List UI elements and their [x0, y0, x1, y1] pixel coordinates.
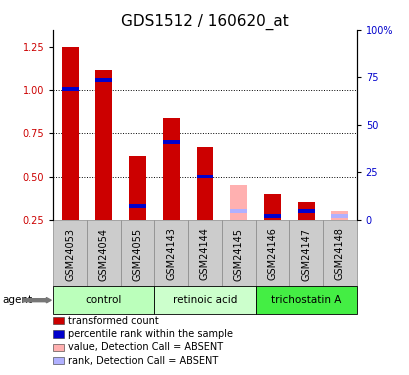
Bar: [53, 220, 87, 286]
Text: GSM24053: GSM24053: [65, 228, 75, 280]
Text: GSM24146: GSM24146: [267, 228, 277, 280]
Text: GSM24144: GSM24144: [200, 228, 209, 280]
Bar: [221, 220, 255, 286]
Bar: [129, 156, 146, 220]
Bar: [188, 220, 221, 286]
Text: agent: agent: [2, 295, 32, 305]
Text: GSM24148: GSM24148: [334, 228, 344, 280]
Bar: [53, 286, 154, 314]
Text: GSM24147: GSM24147: [300, 228, 310, 280]
Bar: [330, 211, 347, 220]
Bar: [230, 209, 247, 213]
Bar: [162, 118, 179, 220]
Bar: [255, 286, 356, 314]
Text: GSM24054: GSM24054: [99, 228, 109, 280]
Text: GSM24055: GSM24055: [132, 228, 142, 281]
Bar: [297, 209, 314, 213]
Bar: [162, 140, 179, 144]
Bar: [263, 214, 280, 218]
Text: control: control: [85, 295, 122, 305]
Bar: [255, 220, 289, 286]
Bar: [53, 357, 64, 364]
Bar: [87, 220, 120, 286]
Title: GDS1512 / 160620_at: GDS1512 / 160620_at: [121, 14, 288, 30]
Text: value, Detection Call = ABSENT: value, Detection Call = ABSENT: [68, 342, 223, 352]
Text: percentile rank within the sample: percentile rank within the sample: [68, 329, 233, 339]
Bar: [196, 175, 213, 178]
Bar: [62, 47, 79, 220]
Bar: [53, 317, 64, 324]
Bar: [95, 78, 112, 82]
Bar: [120, 220, 154, 286]
Bar: [53, 330, 64, 338]
Bar: [154, 286, 255, 314]
Text: GSM24143: GSM24143: [166, 228, 176, 280]
Text: rank, Detection Call = ABSENT: rank, Detection Call = ABSENT: [68, 356, 218, 366]
Bar: [297, 202, 314, 220]
Bar: [330, 214, 347, 218]
Text: trichostatin A: trichostatin A: [270, 295, 340, 305]
Bar: [289, 220, 322, 286]
Text: transformed count: transformed count: [68, 316, 159, 326]
Bar: [154, 220, 188, 286]
Bar: [263, 194, 280, 220]
Text: GSM24145: GSM24145: [233, 228, 243, 280]
Bar: [196, 147, 213, 220]
Bar: [53, 344, 64, 351]
Bar: [129, 204, 146, 208]
Bar: [62, 87, 79, 90]
Text: retinoic acid: retinoic acid: [172, 295, 237, 305]
Bar: [230, 185, 247, 220]
Bar: [322, 220, 356, 286]
Bar: [95, 70, 112, 220]
